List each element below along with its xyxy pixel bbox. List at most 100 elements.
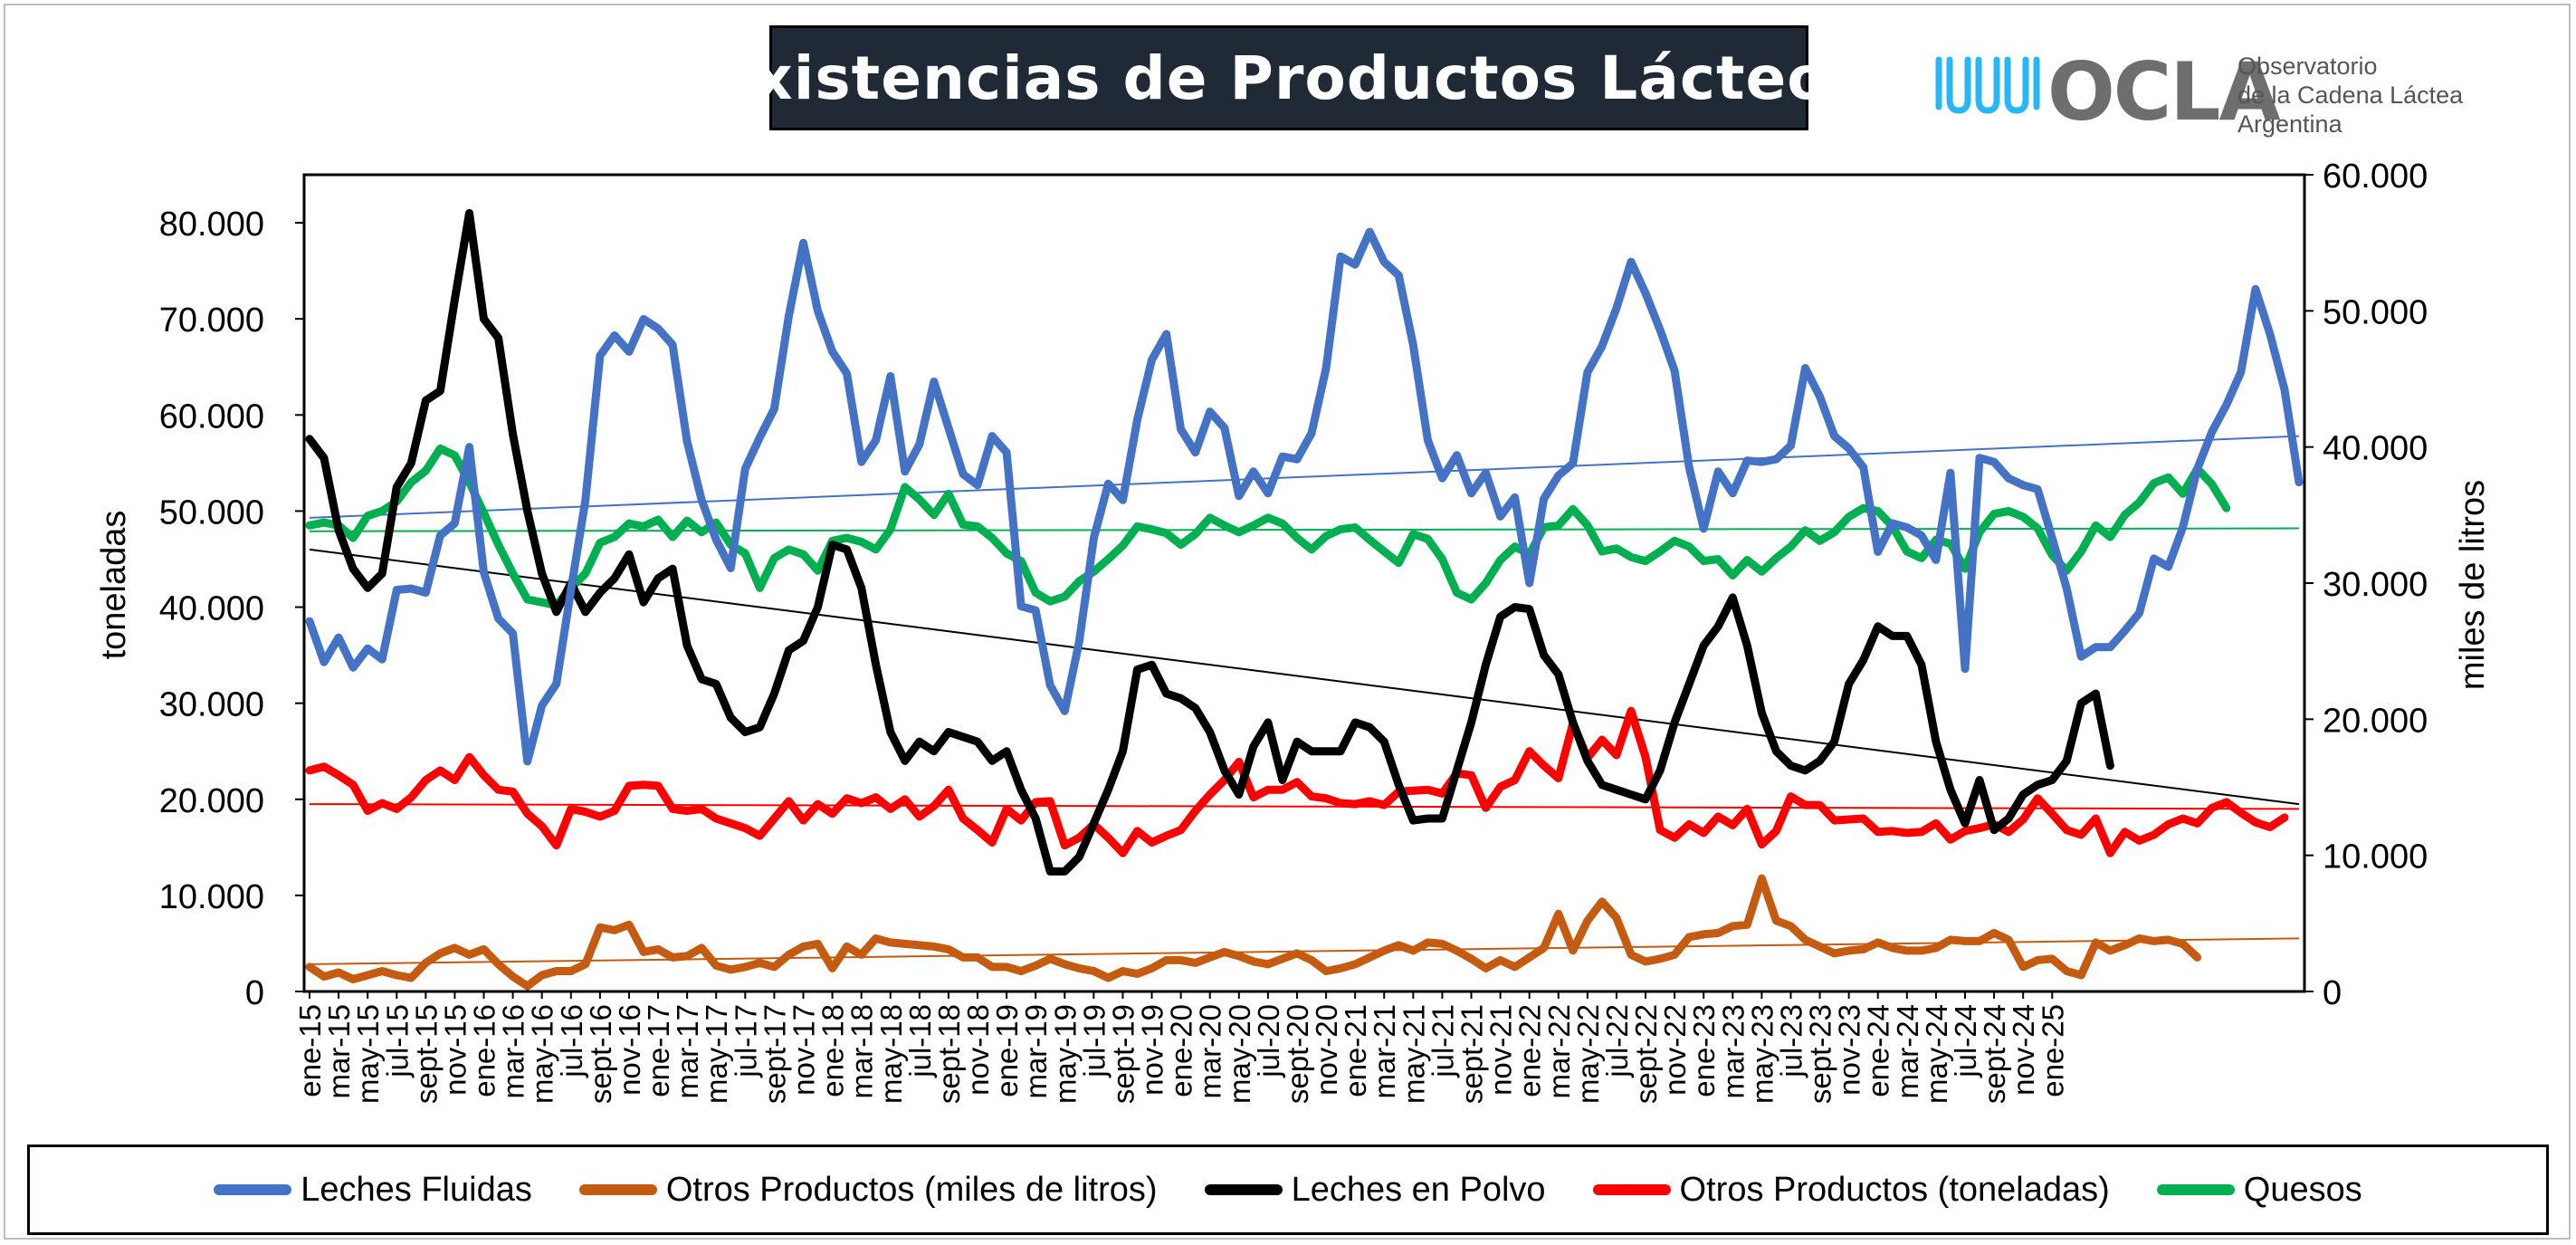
series-line: [305, 706, 2289, 857]
legend-label: Quesos: [2243, 1170, 2362, 1209]
legend-label: Leches Fluidas: [301, 1170, 532, 1209]
x-tick-label: nov-16: [613, 1004, 646, 1096]
legend-label: Leches en Polvo: [1291, 1170, 1546, 1209]
x-tick-label: mar-18: [845, 1004, 879, 1099]
y-tick-label: 30.000: [159, 686, 264, 724]
x-tick-label: may-22: [1571, 1004, 1605, 1104]
y-tick-label: 70.000: [159, 302, 264, 340]
chart-legend: Leches Fluidas Otros Productos (miles de …: [27, 1144, 2549, 1235]
y2-tick-label: 30.000: [2323, 566, 2428, 604]
x-tick-label: may-19: [1048, 1004, 1082, 1104]
x-tick-label: nov-22: [1658, 1004, 1692, 1096]
x-tick-label: sept-24: [1978, 1004, 2011, 1104]
x-axis: ene-15mar-15may-15jul-15sept-15nov-15ene…: [293, 991, 2069, 1104]
x-tick-label: ene-23: [1687, 1004, 1721, 1097]
line-chart: 0 10.000 20.000 30.000 40.000 50.000 60.000 70.…: [95, 158, 2492, 1104]
legend-swatch: [1592, 1184, 1671, 1195]
x-tick-label: may-20: [1223, 1004, 1256, 1104]
x-tick-label: sept-17: [758, 1004, 791, 1104]
legend-label: Otros Productos (toneladas): [1679, 1170, 2110, 1209]
x-tick-label: may-24: [1920, 1004, 1953, 1104]
y2-tick-label: 40.000: [2323, 430, 2428, 468]
x-tick-label: sept-22: [1629, 1004, 1663, 1104]
trendline: [309, 435, 2300, 519]
x-tick-label: mar-15: [322, 1004, 356, 1099]
x-tick-label: ene-21: [1339, 1004, 1372, 1097]
x-tick-label: sept-18: [932, 1004, 966, 1104]
legend-swatch: [578, 1184, 657, 1195]
x-tick-label: nov-24: [2007, 1004, 2040, 1096]
x-tick-label: sept-21: [1455, 1004, 1489, 1104]
series-line: [305, 208, 2114, 876]
x-tick-label: mar-24: [1891, 1004, 1924, 1099]
x-tick-label: nov-15: [438, 1004, 472, 1096]
trendline: [309, 527, 2300, 532]
legend-item: Otros Productos (miles de litros): [578, 1171, 1158, 1210]
y2-tick-label: 0: [2323, 974, 2342, 1012]
x-tick-label: jul-23: [1774, 1004, 1808, 1078]
x-tick-label: mar-23: [1716, 1004, 1750, 1099]
x-tick-label: sept-16: [584, 1004, 617, 1104]
x-tick-label: jul-15: [380, 1004, 414, 1078]
right-axis: 0 10.000 20.000 30.000 40.000 50.000 60.000: [2304, 158, 2428, 1012]
x-tick-label: ene-19: [990, 1004, 1024, 1097]
x-tick-label: nov-18: [961, 1004, 995, 1096]
x-tick-label: ene-22: [1513, 1004, 1547, 1097]
x-tick-label: may-18: [874, 1004, 908, 1104]
y-axis-label: toneladas: [95, 511, 133, 660]
x-tick-label: jul-22: [1600, 1004, 1634, 1078]
y-tick-label: 80.000: [159, 206, 264, 244]
x-tick-label: mar-16: [497, 1004, 530, 1099]
logo-line-3: Argentina: [2237, 110, 2342, 138]
logo-line-1: Observatorio: [2237, 53, 2378, 80]
x-tick-label: may-15: [351, 1004, 385, 1104]
x-tick-label: jul-18: [903, 1004, 937, 1078]
y2-tick-label: 20.000: [2323, 702, 2428, 740]
y-tick-label: 60.000: [159, 397, 264, 436]
x-tick-label: sept-20: [1281, 1004, 1314, 1104]
x-tick-label: sept-15: [409, 1004, 443, 1104]
x-tick-label: ene-18: [816, 1004, 850, 1097]
x-tick-label: nov-17: [787, 1004, 820, 1096]
x-tick-label: may-23: [1745, 1004, 1779, 1104]
chart-title: Existencias de Productos Lácteos: [712, 43, 1865, 113]
y2-tick-label: 50.000: [2323, 293, 2428, 331]
y-tick-label: 10.000: [159, 878, 264, 916]
ocla-logo: OCLA Observatorio de la Cadena Láctea Ar…: [1933, 40, 2513, 148]
legend-item: Leches en Polvo: [1204, 1170, 1546, 1210]
x-tick-label: mar-22: [1542, 1004, 1576, 1099]
x-tick-label: ene-24: [1862, 1004, 1895, 1097]
x-tick-label: jul-16: [555, 1004, 588, 1078]
x-tick-label: mar-17: [671, 1004, 704, 1099]
x-tick-label: nov-19: [1136, 1004, 1169, 1096]
left-axis: 0 10.000 20.000 30.000 40.000 50.000 60.000 70.…: [159, 206, 304, 1012]
x-tick-label: ene-16: [468, 1004, 501, 1097]
y-tick-label: 0: [245, 974, 264, 1012]
x-tick-label: may-17: [700, 1004, 733, 1104]
x-tick-label: jul-19: [1077, 1004, 1111, 1078]
y-tick-label: 50.000: [159, 493, 264, 532]
legend-item: Quesos: [2156, 1170, 2362, 1210]
y2-tick-label: 60.000: [2323, 158, 2428, 196]
logo-wordmark: OCLA: [2047, 45, 2281, 139]
series-line: [305, 227, 2304, 766]
x-tick-label: nov-23: [1833, 1004, 1866, 1096]
series-lines: [305, 208, 2304, 991]
series-line: [305, 444, 2231, 609]
y2-axis-label: miles de litros: [2454, 480, 2492, 690]
x-tick-label: jul-20: [1252, 1004, 1285, 1078]
x-tick-label: jul-24: [1949, 1004, 1982, 1078]
x-tick-label: nov-20: [1310, 1004, 1343, 1096]
logo-line-2: de la Cadena Láctea: [2237, 81, 2464, 109]
legend-item: Leches Fluidas: [214, 1171, 532, 1210]
x-tick-label: ene-25: [2036, 1004, 2069, 1097]
x-tick-label: ene-20: [1165, 1004, 1198, 1097]
y2-tick-label: 10.000: [2323, 838, 2428, 876]
x-tick-label: nov-21: [1484, 1004, 1518, 1096]
x-tick-label: jul-17: [729, 1004, 762, 1078]
x-tick-label: sept-23: [1804, 1004, 1837, 1104]
milk-wave-icon: [1935, 56, 2040, 114]
chart-title-box: Existencias de Productos Lácteos: [712, 25, 1865, 130]
x-tick-label: mar-20: [1194, 1004, 1227, 1099]
legend-item: Otros Productos (toneladas): [1592, 1170, 2110, 1210]
